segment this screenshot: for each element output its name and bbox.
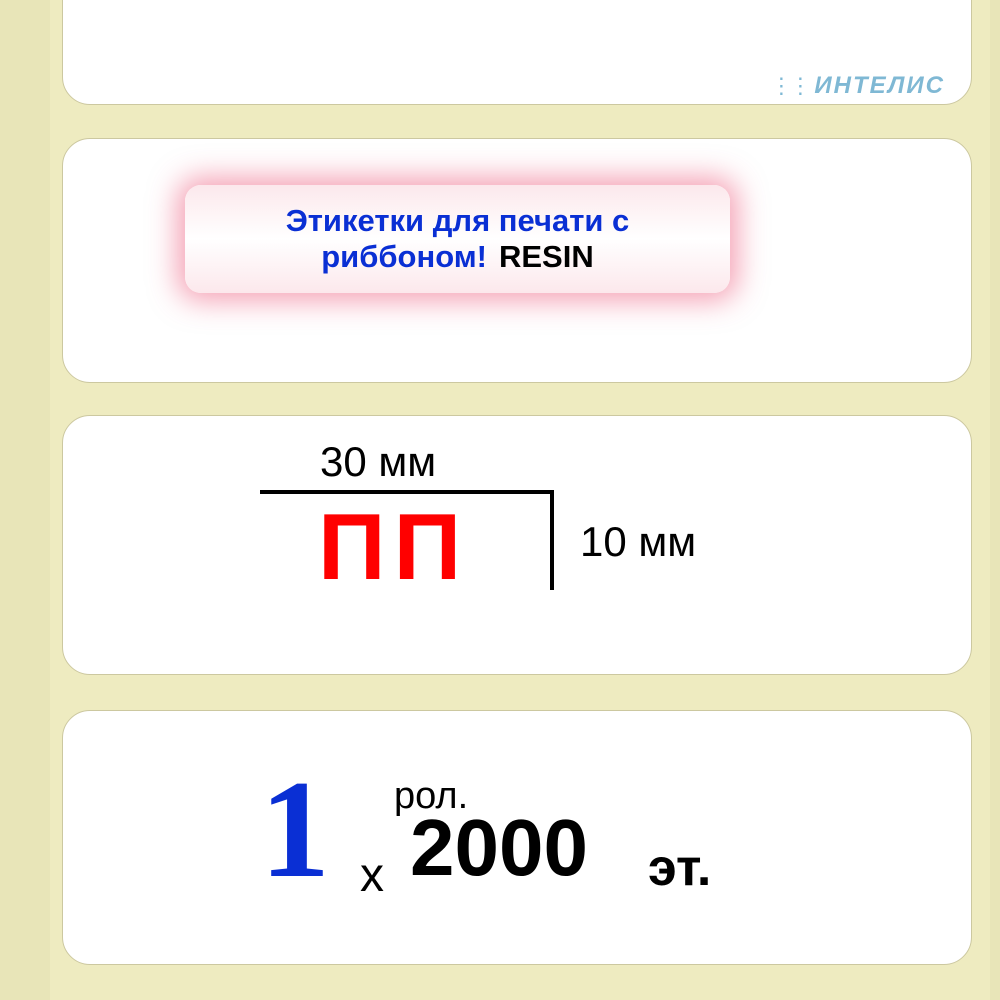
rolls-count: 1 [260, 760, 330, 900]
callout-line2: риббоном! RESIN [321, 239, 593, 275]
material-code: ПП [318, 500, 469, 594]
brand-logo-text: ИНТЕЛИС [814, 72, 945, 100]
height-label: 10 мм [580, 518, 696, 566]
callout-resin-word: RESIN [499, 239, 594, 275]
ribbon-callout: Этикетки для печати с риббоном! RESIN [185, 185, 730, 293]
callout-line1: Этикетки для печати с [286, 203, 630, 239]
labels-count: 2000 [410, 802, 588, 894]
dimension-diagram: 30 мм ПП 10 мм [260, 432, 810, 652]
quantity-separator: x [360, 848, 384, 903]
brand-logo-icon: ⋮⋮ [770, 73, 808, 99]
quantity-block: 1 рол. x 2000 эт. [230, 740, 830, 940]
labels-unit: эт. [648, 838, 711, 898]
width-label: 30 мм [320, 438, 436, 486]
brand-logo: ⋮⋮ ИНТЕЛИС [770, 72, 945, 100]
callout-ribbon-word: риббоном! [321, 239, 487, 275]
